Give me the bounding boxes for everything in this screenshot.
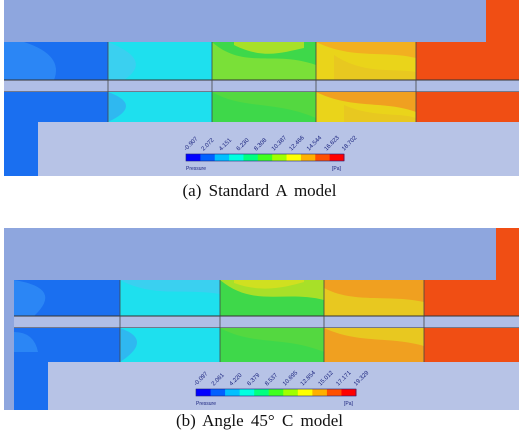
colorbar-swatch — [200, 154, 216, 161]
colorbar-swatch — [196, 389, 212, 396]
colorbar-swatch — [254, 389, 270, 396]
colorbar-swatch — [300, 154, 316, 161]
colorbar-swatch — [315, 154, 331, 161]
figure-a-caption: (a) Standard A model — [182, 181, 337, 200]
colorbar-unit-label: [Pa] — [332, 166, 342, 172]
upper-wall-block — [4, 0, 486, 42]
colorbar-swatch — [257, 154, 273, 161]
colorbar-swatch — [326, 389, 342, 396]
colorbar-quantity-label: Pressure — [186, 166, 206, 172]
colorbar-swatch — [186, 154, 201, 161]
colorbar-swatch — [272, 154, 288, 161]
separator-plate — [4, 80, 519, 92]
contour-plot-b: -0.097 2.061 4.220 6.379 8.537 10.695 12.854 15… — [4, 228, 519, 410]
figure-b-pressure-contour: -0.097 2.061 4.220 6.379 8.537 10.695 12.854 15… — [4, 228, 519, 410]
colorbar-swatch — [268, 389, 284, 396]
figure-a-pressure-contour: -0.907 2.072 4.151 6.230 8.308 10.387 12.466 14… — [4, 0, 519, 176]
colorbar-quantity-label: Pressure — [196, 401, 216, 407]
lower-wall-block — [48, 362, 519, 410]
colorbar-swatch — [312, 389, 328, 396]
flow-field-lower — [4, 92, 519, 122]
separator-plate — [14, 316, 519, 328]
upper-wall-block — [4, 228, 496, 280]
colorbar-frame — [185, 153, 345, 162]
colorbar-swatch — [341, 389, 357, 396]
colorbar-swatch — [210, 389, 226, 396]
contour-plot-a: -0.907 2.072 4.151 6.230 8.308 10.387 12.466 14… — [4, 0, 519, 176]
figure-b-caption: (b) Angle 45° C model — [175, 411, 344, 430]
flow-field-upper — [14, 280, 519, 316]
flow-field-upper — [4, 42, 519, 80]
colorbar-frame — [195, 388, 357, 397]
colorbar-swatch — [286, 154, 302, 161]
colorbar-swatch — [329, 154, 345, 161]
colorbar-swatch — [283, 389, 299, 396]
colorbar-swatch — [297, 389, 313, 396]
flow-field-lower — [14, 328, 519, 362]
colorbar-unit-label: [Pa] — [344, 401, 354, 407]
colorbar-swatch — [214, 154, 230, 161]
colorbar-swatch — [229, 154, 244, 161]
lower-wall-block — [38, 122, 519, 176]
colorbar-swatch — [225, 389, 241, 396]
colorbar-swatch — [243, 154, 259, 161]
left-vertical-channel — [4, 92, 38, 176]
colorbar-swatch — [239, 389, 255, 396]
